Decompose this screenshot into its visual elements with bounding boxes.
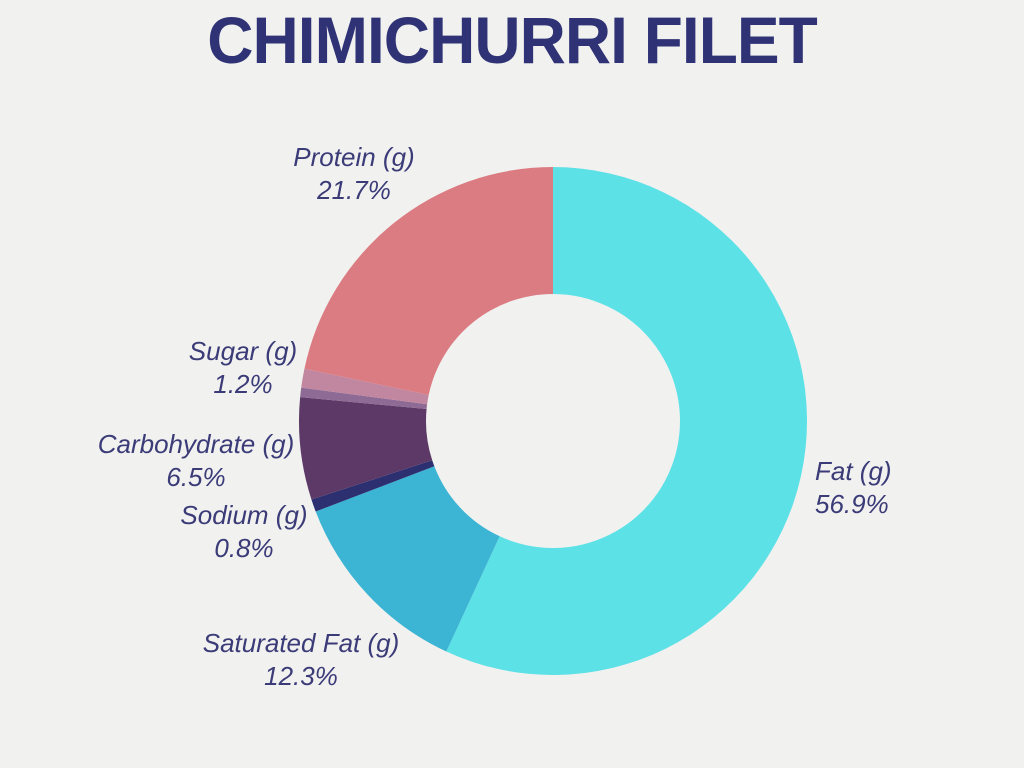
chart-title: CHIMICHURRI FILET (207, 3, 817, 77)
pie-slice-saturated-fat-g (315, 466, 500, 652)
label-fat: Fat (g) 56.9% (815, 455, 892, 521)
slice-label-name: Fat (g) (815, 456, 892, 486)
slice-label-pct: 21.7% (317, 175, 391, 205)
slice-label-pct: 1.2% (213, 369, 273, 399)
pie-slice-fat-g (446, 167, 808, 675)
slice-label-pct: 0.8% (214, 533, 274, 563)
pie-slice-protein-g (304, 167, 553, 395)
slice-label-pct: 6.5% (166, 462, 226, 492)
slice-label-name: Sodium (g) (180, 500, 308, 530)
slice-label-name: Carbohydrate (g) (97, 429, 295, 459)
label-sugar: Sugar (g) 1.2% (189, 335, 297, 401)
slice-label-name: Protein (g) (293, 142, 415, 172)
slice-label-pct: 56.9% (815, 489, 889, 519)
slice-label-name: Saturated Fat (g) (202, 628, 400, 658)
label-protein: Protein (g) 21.7% (293, 141, 414, 207)
label-saturated-fat: Saturated Fat (g) 12.3% (203, 627, 400, 693)
pie-slice-unlabeled (300, 387, 428, 410)
pie-slice-carbohydrate-g (299, 397, 433, 500)
label-carbohydrate: Carbohydrate (g) 6.5% (98, 428, 295, 494)
slice-label-pct: 12.3% (264, 661, 338, 691)
slice-label-name: Sugar (g) (188, 336, 298, 366)
pie-slice-sugar-g (301, 368, 429, 405)
label-sodium: Sodium (g) 0.8% (180, 499, 307, 565)
pie-slice-sodium-g (311, 460, 435, 512)
